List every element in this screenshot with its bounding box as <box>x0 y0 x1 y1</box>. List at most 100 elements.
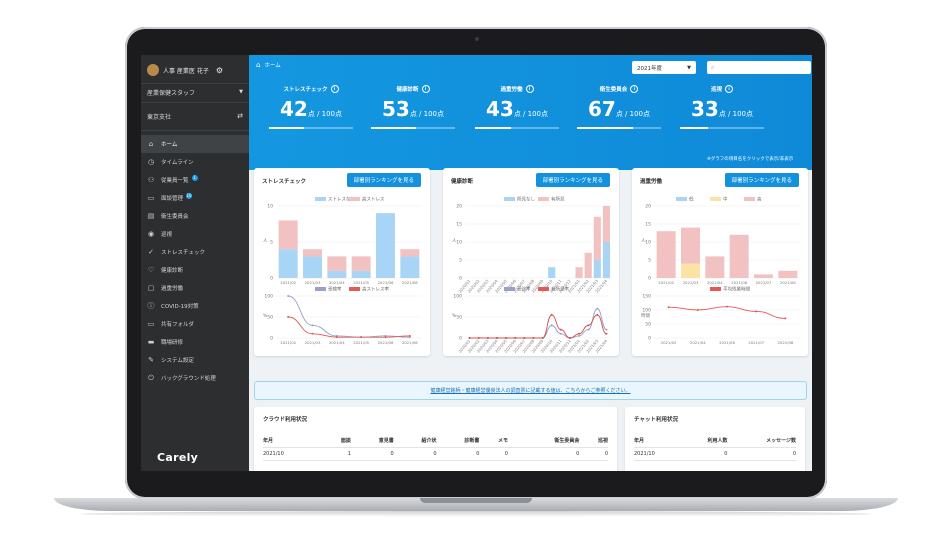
user-menu[interactable]: 人事 産業医 花子 ⚙ <box>147 63 247 77</box>
sidebar-item-0[interactable]: ⌂ ホーム <box>141 135 249 153</box>
data-point[interactable] <box>550 313 553 316</box>
legend-label[interactable]: 所見なし <box>517 196 535 203</box>
data-point[interactable] <box>587 324 590 327</box>
bar-segment[interactable] <box>376 213 395 278</box>
sidebar-item-11[interactable]: ▬ 職場研修 <box>141 333 249 351</box>
sidebar-item-6[interactable]: ✓ ストレスチェック <box>141 243 249 261</box>
bar-segment[interactable] <box>351 270 371 278</box>
info-icon[interactable]: i <box>525 85 534 93</box>
bar-segment[interactable] <box>400 249 420 257</box>
bar-segment[interactable] <box>593 260 601 278</box>
bar-segment[interactable] <box>400 256 420 278</box>
bar-segment[interactable] <box>327 256 347 271</box>
sidebar-item-8[interactable]: ▢ 過重労働 <box>141 279 249 297</box>
data-point[interactable] <box>784 317 787 320</box>
office-switch[interactable]: 東京支社 ⇄ <box>147 110 243 122</box>
data-point[interactable] <box>559 328 562 331</box>
data-point[interactable] <box>523 337 526 339</box>
bar-segment[interactable] <box>351 256 371 271</box>
info-icon[interactable]: i <box>421 85 430 93</box>
data-point[interactable] <box>559 332 562 335</box>
data-point[interactable] <box>550 324 553 327</box>
data-point[interactable] <box>726 305 728 308</box>
bar-segment[interactable] <box>303 256 322 278</box>
data-point[interactable] <box>541 337 544 339</box>
metric-4[interactable]: 巡視 i 33点 / 100点 <box>672 85 772 129</box>
sidebar-item-9[interactable]: ⓘ COVID-19対策 <box>141 297 249 315</box>
sidebar-item-7[interactable]: ♡ 健康診断 <box>141 261 249 279</box>
data-point[interactable] <box>514 337 517 339</box>
legend-swatch[interactable] <box>538 197 549 201</box>
data-point[interactable] <box>605 328 608 331</box>
legend-label[interactable]: 高 <box>757 196 762 203</box>
role-select[interactable]: 産業保健スタッフ ▼ <box>147 86 243 98</box>
info-icon[interactable]: i <box>330 85 339 93</box>
legend-swatch[interactable] <box>744 197 755 201</box>
sidebar-item-2[interactable]: ⚇ 従業員一覧 1 <box>141 171 249 189</box>
metric-0[interactable]: ストレスチェック i 42点 / 100点 <box>261 85 361 129</box>
bar-segment[interactable] <box>548 267 556 278</box>
data-point[interactable] <box>532 337 535 339</box>
bar-segment[interactable] <box>656 231 676 278</box>
metric-2[interactable]: 過重労働 i 43点 / 100点 <box>467 85 567 129</box>
data-point[interactable] <box>696 309 699 311</box>
data-point[interactable] <box>578 334 581 337</box>
ranking-button[interactable]: 部署別ランキングを見る <box>724 173 799 187</box>
bar-segment[interactable] <box>327 270 347 278</box>
legend-label[interactable]: 有所見 <box>551 196 565 203</box>
bar-segment[interactable] <box>729 234 749 278</box>
data-point[interactable] <box>486 337 489 339</box>
bar-segment[interactable] <box>584 252 592 278</box>
legend-label[interactable]: 高ストレス率 <box>362 286 389 293</box>
data-point[interactable] <box>384 336 387 339</box>
home-icon[interactable]: ⌂ <box>256 61 261 69</box>
data-point[interactable] <box>596 313 599 316</box>
legend-swatch[interactable] <box>504 287 515 291</box>
info-icon[interactable]: i <box>630 85 639 93</box>
metric-1[interactable]: 健康診断 i 53点 / 100点 <box>363 85 463 129</box>
legend-swatch[interactable] <box>315 287 326 291</box>
legend-label[interactable]: 受診率 <box>517 286 531 293</box>
legend-label[interactable]: 中 <box>723 196 728 203</box>
bar-segment[interactable] <box>575 267 583 278</box>
bar-segment[interactable] <box>681 227 700 264</box>
bar-segment[interactable] <box>278 249 298 278</box>
legend-label[interactable]: 受検率 <box>328 286 342 293</box>
data-point[interactable] <box>477 337 480 339</box>
sidebar-item-10[interactable]: ▭ 共有フォルダ <box>141 315 249 333</box>
legend-swatch[interactable] <box>315 197 326 201</box>
legend-label[interactable]: 有所見率 <box>551 286 569 293</box>
legend-label[interactable]: 平均残業時間 <box>723 286 750 293</box>
sidebar-item-12[interactable]: ✎ システム設定 <box>141 351 249 369</box>
legend-label[interactable]: 高ストレス <box>362 196 385 203</box>
data-point[interactable] <box>360 336 363 339</box>
data-point[interactable] <box>408 334 411 337</box>
ranking-button[interactable]: 部署別ランキングを見る <box>346 173 421 187</box>
data-point[interactable] <box>605 332 608 335</box>
bar-segment[interactable] <box>303 249 322 257</box>
data-point[interactable] <box>587 328 590 331</box>
data-point[interactable] <box>667 306 670 309</box>
legend-swatch[interactable] <box>504 197 515 201</box>
legend-swatch[interactable] <box>538 287 549 291</box>
sidebar-item-5[interactable]: ◉ 巡視 <box>141 225 249 243</box>
data-point[interactable] <box>287 295 290 297</box>
survey-link-banner[interactable]: 健康経営銘柄・健康経営優良法人の調査票に記載する値は、こちらからご参照ください。 <box>254 381 807 400</box>
year-select[interactable]: 2021年度 ▼ <box>632 61 696 74</box>
bar-segment[interactable] <box>602 242 610 278</box>
legend-label[interactable]: ストレスなし <box>328 196 355 203</box>
bar-segment[interactable] <box>278 220 298 250</box>
sidebar-item-4[interactable]: ▤ 衛生委員会 <box>141 207 249 225</box>
legend-swatch[interactable] <box>710 197 721 201</box>
legend-swatch[interactable] <box>349 197 360 201</box>
data-point[interactable] <box>287 316 290 318</box>
data-point[interactable] <box>568 337 571 339</box>
bar-segment[interactable] <box>705 256 725 278</box>
data-point[interactable] <box>578 332 581 335</box>
data-point[interactable] <box>596 307 599 310</box>
data-point[interactable] <box>311 332 314 335</box>
metric-3[interactable]: 衛生委員会 i 67点 / 100点 <box>569 85 669 129</box>
info-icon[interactable]: i <box>725 85 733 93</box>
data-point[interactable] <box>468 337 471 339</box>
sidebar-item-13[interactable]: ⏻ バックグラウンド処理 <box>141 369 249 387</box>
